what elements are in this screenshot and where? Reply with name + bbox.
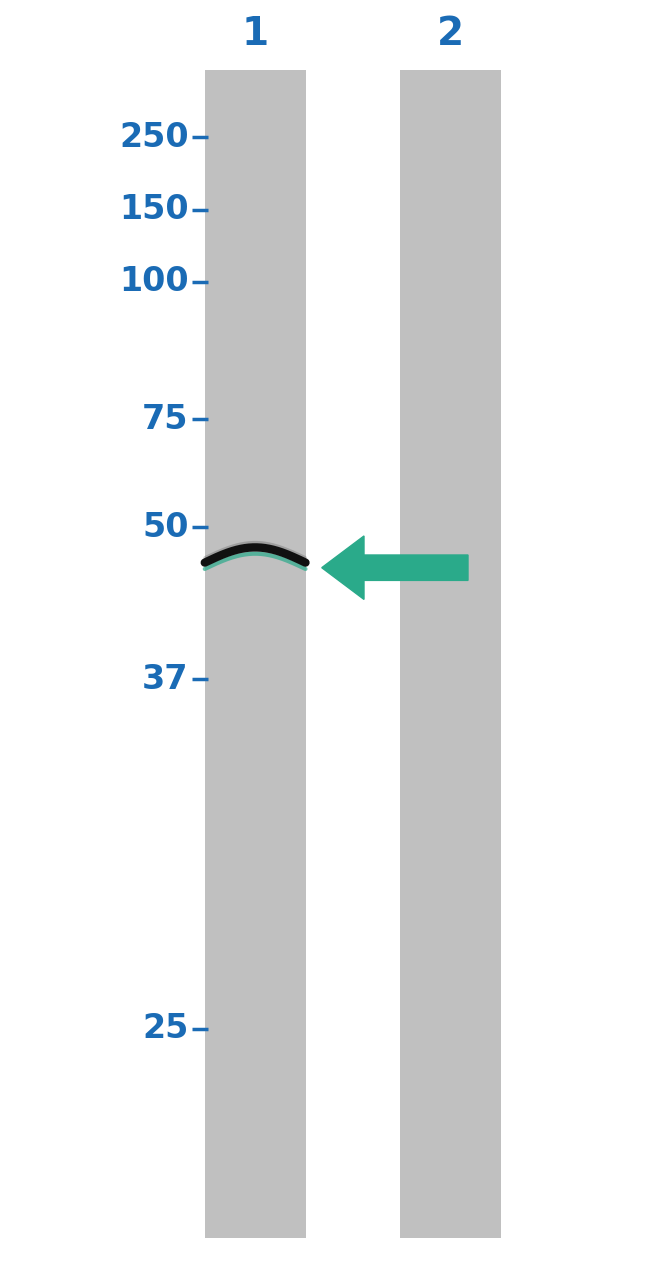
Bar (400, 70, 500, 1238)
Bar (205, 70, 306, 1238)
Text: 75: 75 (142, 403, 188, 436)
Text: 2: 2 (437, 15, 463, 53)
Text: 150: 150 (119, 193, 188, 226)
Text: 250: 250 (119, 121, 188, 154)
Text: 37: 37 (142, 663, 188, 696)
Text: 100: 100 (119, 265, 188, 298)
Text: 50: 50 (142, 511, 188, 544)
Text: 25: 25 (142, 1012, 188, 1045)
Text: 1: 1 (242, 15, 268, 53)
FancyArrow shape (322, 536, 468, 599)
